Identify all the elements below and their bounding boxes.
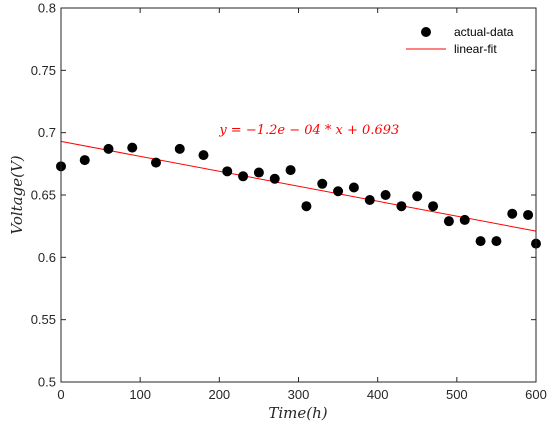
- y-tick-label: 0.8: [38, 1, 56, 16]
- data-point: [348, 182, 359, 193]
- data-point: [380, 190, 391, 200]
- plot-frame: [60, 7, 537, 383]
- data-point: [238, 171, 249, 182]
- data-point: [151, 157, 161, 168]
- data-point: [222, 166, 233, 177]
- x-tick-label: 100: [129, 387, 151, 402]
- data-point: [412, 191, 423, 202]
- y-tick-labels: 0.5 0.55 0.6 0.65 0.7 0.75 0.8: [31, 1, 56, 390]
- data-point: [333, 186, 344, 197]
- x-tick-label: 0: [57, 387, 64, 402]
- data-point: [459, 214, 470, 225]
- linear-fit-segment: [60, 140, 537, 232]
- data-point: [301, 201, 312, 212]
- y-tick-label: 0.5: [38, 375, 56, 390]
- legend-label-linear-fit: linear-fit: [454, 42, 497, 56]
- data-point: [198, 150, 209, 161]
- data-point: [317, 178, 328, 189]
- data-point: [285, 165, 296, 176]
- y-tick-label: 0.55: [31, 312, 56, 327]
- data-point: [253, 167, 264, 178]
- data-point: [491, 236, 502, 247]
- y-tick-label: 0.65: [31, 188, 56, 203]
- legend-box: [395, 18, 531, 64]
- data-point: [103, 143, 114, 154]
- y-tick-label: 0.7: [38, 125, 56, 140]
- x-axis-title: Time(h): [268, 404, 327, 422]
- y-tick-label: 0.75: [31, 63, 56, 78]
- data-point: [428, 201, 439, 212]
- x-tick-label: 400: [367, 387, 389, 402]
- y-axis-title: Voltage(V): [8, 155, 26, 234]
- x-tick-label: 600: [525, 387, 547, 402]
- data-point: [396, 201, 407, 212]
- data-point: [79, 155, 90, 166]
- x-tick-label: 200: [208, 387, 230, 402]
- data-points: [56, 142, 541, 249]
- y-tick-label: 0.6: [38, 250, 56, 265]
- x-tick-label: 300: [288, 387, 310, 402]
- data-point: [507, 208, 518, 219]
- x-tick-labels: 0 100 200 300 400 500 600: [57, 387, 546, 402]
- data-point: [269, 173, 280, 184]
- legend-marker-actual-data: [421, 27, 431, 37]
- data-point: [443, 216, 454, 227]
- fit-equation-annotation: y = −1.2e − 04 * x + 0.693: [218, 123, 399, 138]
- legend: actual-data linear-fit: [395, 18, 531, 64]
- data-point: [475, 236, 486, 247]
- data-point: [174, 143, 185, 154]
- data-point: [364, 194, 375, 205]
- legend-label-actual-data: actual-data: [454, 25, 514, 39]
- data-point: [127, 142, 138, 153]
- x-tick-label: 500: [446, 387, 468, 402]
- data-point: [523, 209, 534, 220]
- plot-area: [61, 8, 536, 382]
- linear-fit-line: [60, 140, 537, 232]
